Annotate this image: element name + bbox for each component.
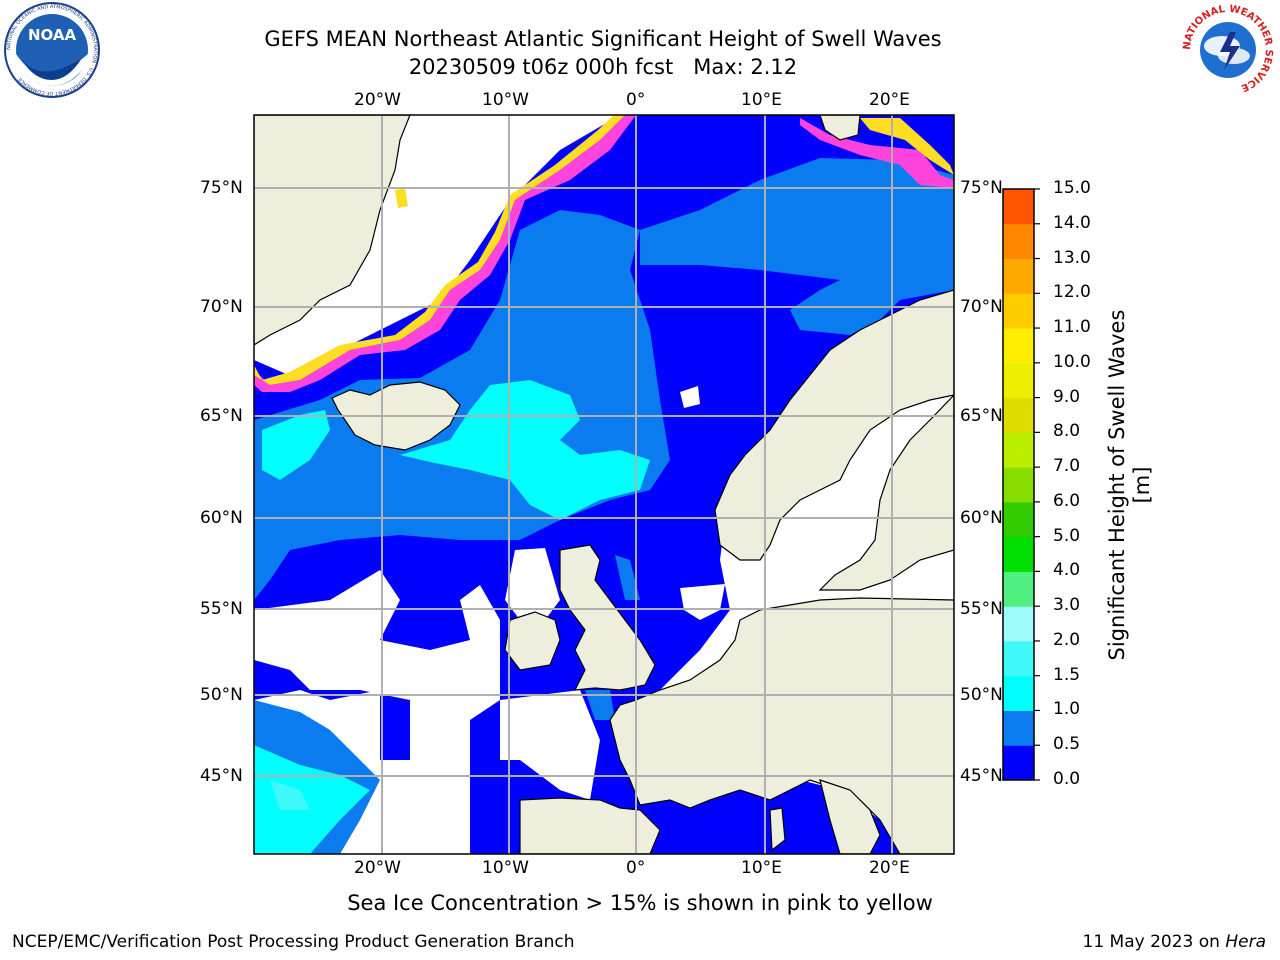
nws-logo-icon: NATIONAL WEATHER SERVICE [1182,4,1274,96]
lat-label-right: 50°N [960,685,1003,705]
wave-band-10-15 [400,380,650,520]
colorbar-segment [1003,710,1034,746]
land-ireland [504,611,561,671]
colorbar-segment [1003,293,1034,329]
colorbar-segment [1003,467,1034,503]
colorbar-segment [1003,362,1034,399]
land-iberia [519,797,661,854]
lat-label-left: 75°N [200,178,243,198]
colorbar-tick-label: 1.0 [1053,699,1081,720]
lon-label-bottom: 0° [626,858,646,878]
colorbar-tick-label: 15.0 [1053,178,1091,198]
lat-label-right: 45°N [960,766,1003,786]
footer-date-text: 11 May 2023 on [1082,932,1226,952]
land-greenland [254,115,411,346]
lon-label-top: 20°E [869,90,910,110]
colorbar-tick-label: 8.0 [1053,421,1081,442]
map-frame [253,114,955,855]
colorbar-segment [1003,640,1034,677]
colorbar-segment [1003,501,1034,538]
lon-label-bottom: 20°E [869,858,910,878]
colorbar-segment [1003,432,1034,468]
lat-label-right: 70°N [960,297,1003,317]
colorbar-segment [1003,258,1034,294]
colorbar-tick-label: 11.0 [1053,317,1091,338]
colorbar-segment [1003,571,1034,607]
colorbar-segment [1003,189,1034,225]
map-plot-area [254,115,954,854]
lat-label-left: 45°N [200,766,243,786]
colorbar-tick-label: 9.0 [1053,386,1081,407]
colorbar-tick-label: 10.0 [1053,351,1091,372]
colorbar-label: Significant Height of Swell Waves [m] [1105,309,1154,661]
colorbar-tick-label: 13.0 [1053,247,1091,268]
land-scandinavia [714,289,954,561]
colorbar-tick-label: 14.0 [1053,212,1091,233]
colorbar-segment [1003,223,1034,260]
colorbar-segment [1003,745,1034,781]
colorbar-tick-label: 4.0 [1053,560,1081,581]
lon-label-bottom: 10°E [741,858,782,878]
colorbar-frame [1002,188,1035,781]
sea-ice-edge [254,115,636,392]
colorbar-segment [1003,606,1034,642]
lat-label-right: 55°N [960,599,1003,619]
no-data-region-atlantic [254,570,500,854]
colorbar-tick-label: 5.0 [1053,525,1081,546]
colorbar-segment [1003,675,1034,711]
colorbar-tick-label: 0.5 [1053,734,1081,755]
graticule [254,115,954,854]
colorbar [1003,188,1040,781]
land-great-britain [559,544,656,691]
colorbar-tick-label: 12.0 [1053,282,1091,303]
noaa-logo-icon: NOAA NATIONAL OCEANIC AND ATMOSPHERIC AD… [4,2,100,98]
sea-ice-caption: Sea Ice Concentration > 15% is shown in … [347,891,933,915]
colorbar-tick-label: 3.0 [1053,595,1081,616]
footer-date: 11 May 2023 on Hera [1083,932,1267,952]
colorbar-tick-label: 1.5 [1053,664,1081,685]
lon-label-bottom: 20°W [354,858,401,878]
chart-title: GEFS MEAN Northeast Atlantic Significant… [264,27,942,51]
colorbar-segment [1003,397,1034,433]
colorbar-segment [1003,536,1034,572]
lon-label-bottom: 10°W [482,858,529,878]
lon-label-top: 10°W [482,90,529,110]
noaa-logo-text: NOAA [28,26,77,44]
lat-label-left: 70°N [200,297,243,317]
lon-label-top: 10°E [741,90,782,110]
colorbar-tick-label: 2.0 [1053,629,1081,650]
colorbar-segment [1003,328,1034,364]
lat-label-right: 65°N [960,406,1003,426]
lat-label-left: 65°N [200,406,243,426]
footer-host: Hera [1225,932,1266,952]
lat-label-left: 55°N [200,599,243,619]
lat-label-right: 75°N [960,178,1003,198]
footer-credit: NCEP/EMC/Verification Post Processing Pr… [12,932,575,952]
lat-label-left: 60°N [200,508,243,528]
lat-label-left: 50°N [200,685,243,705]
lat-label-right: 60°N [960,508,1003,528]
chart-subtitle: 20230509 t06z 000h fcst Max: 2.12 [408,55,798,79]
land-svalbard [819,115,861,141]
lon-label-top: 0° [626,90,646,110]
colorbar-tick-label: 0.0 [1053,769,1081,789]
lon-label-top: 20°W [354,90,401,110]
colorbar-tick-label: 6.0 [1053,490,1081,511]
colorbar-tick-label: 7.0 [1053,456,1081,477]
